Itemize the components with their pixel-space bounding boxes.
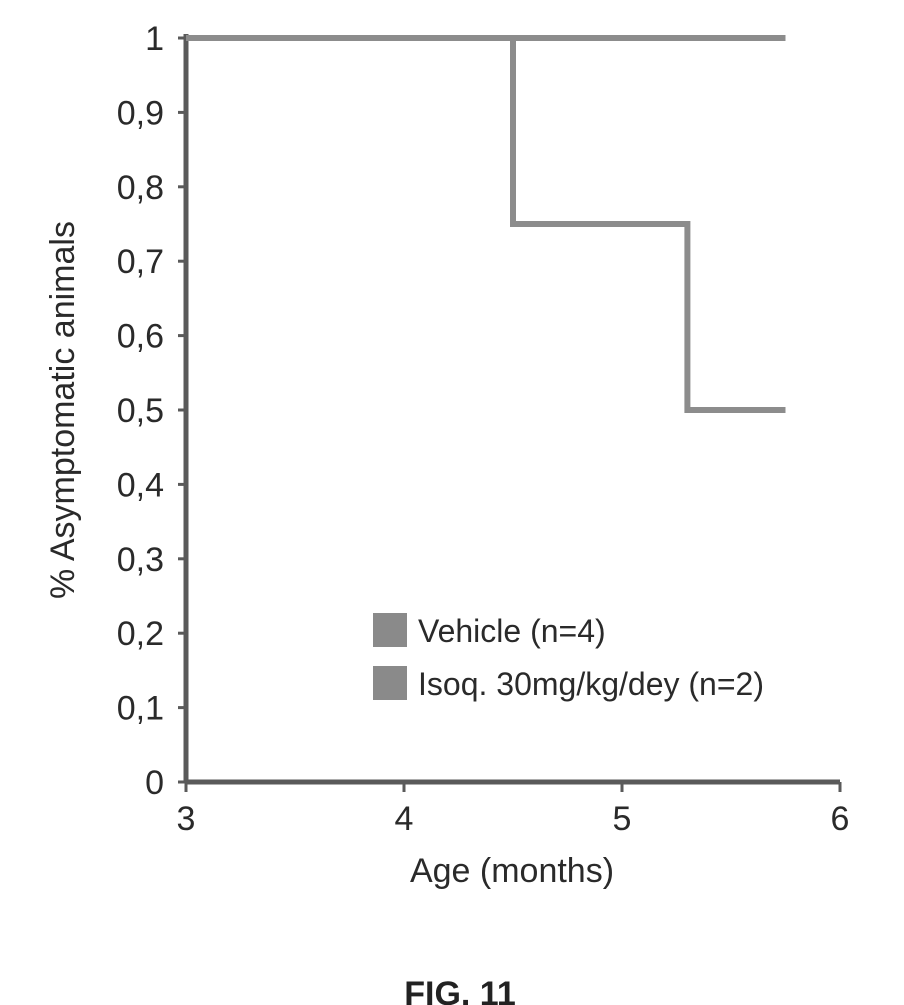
legend-swatch-isoq [373, 666, 407, 700]
y-tick-label: 0,8 [117, 169, 164, 207]
x-tick-label: 3 [177, 800, 196, 838]
y-tick-label: 0,7 [117, 243, 164, 281]
y-tick-label: 0,4 [117, 466, 164, 504]
y-tick-label: 0,3 [117, 541, 164, 579]
figure-caption: FIG. 11 [404, 975, 516, 1005]
x-tick-label: 6 [831, 800, 850, 838]
x-tick-label: 4 [395, 800, 414, 838]
y-tick-label: 0,5 [117, 392, 164, 430]
legend-swatch-vehicle [373, 613, 407, 647]
y-axis-title: % Asymptomatic animals [44, 221, 82, 599]
legend-label-vehicle: Vehicle (n=4) [418, 613, 606, 649]
legend-label-isoq: Isoq. 30mg/kg/dey (n=2) [418, 666, 764, 702]
x-axis-title: Age (months) [410, 852, 614, 890]
y-tick-label: 0 [145, 764, 164, 802]
y-tick-label: 0,1 [117, 690, 164, 728]
y-tick-label: 0,6 [117, 318, 164, 356]
legend: Vehicle (n=4) Isoq. 30mg/kg/dey (n=2) [373, 613, 764, 702]
ticks: 0 0,1 0,2 0,3 0,4 0,5 0,6 0,7 0,8 0,9 1 3 4 5 6 [117, 20, 850, 838]
series-line-vehicle [186, 38, 786, 410]
y-tick-label: 0,2 [117, 615, 164, 653]
y-tick-label: 0,9 [117, 94, 164, 132]
x-tick-label: 5 [613, 800, 632, 838]
y-tick-label: 1 [145, 20, 164, 58]
series-group [186, 38, 786, 410]
